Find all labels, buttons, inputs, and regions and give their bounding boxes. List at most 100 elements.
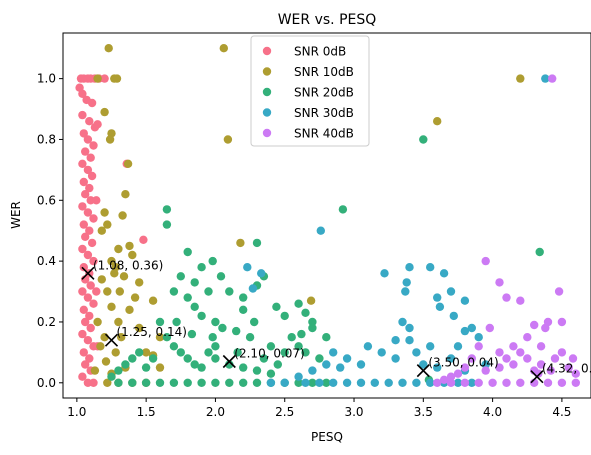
- y-tick-label: 1.0: [37, 72, 56, 86]
- legend-entry: SNR 10dB: [262, 65, 354, 79]
- data-point: [211, 354, 220, 363]
- data-point: [223, 135, 233, 144]
- data-point: [105, 135, 115, 144]
- data-point: [550, 354, 560, 363]
- data-point: [322, 333, 331, 342]
- data-point: [78, 287, 87, 296]
- data-point: [121, 360, 130, 369]
- data-point: [273, 360, 282, 369]
- data-point: [162, 333, 172, 342]
- data-point: [568, 354, 578, 363]
- x-axis-label: PESQ: [311, 430, 343, 444]
- data-point: [211, 317, 220, 327]
- data-point: [89, 141, 98, 150]
- data-point: [79, 348, 89, 357]
- data-point: [405, 263, 414, 272]
- data-point: [243, 263, 252, 272]
- x-tick-label: 4.5: [552, 405, 571, 419]
- data-point: [315, 378, 324, 387]
- data-point: [118, 211, 127, 220]
- data-point: [453, 369, 463, 378]
- legend-label: SNR 0dB: [294, 45, 346, 59]
- markers-layer: (1.08, 0.36) (1.25, 0.14) (2.10, 0.07) (3.5…: [81, 258, 591, 384]
- data-point: [135, 278, 144, 287]
- data-point: [197, 378, 206, 387]
- data-point: [266, 342, 276, 351]
- data-point: [103, 378, 112, 387]
- data-point: [402, 278, 411, 287]
- data-point: [336, 363, 345, 372]
- data-point: [81, 147, 90, 156]
- data-point: [239, 363, 248, 372]
- legend-entry: SNR 30dB: [262, 106, 354, 120]
- data-point: [516, 74, 525, 83]
- data-point: [176, 272, 185, 281]
- data-point: [204, 287, 213, 296]
- data-point: [236, 238, 245, 248]
- data-point: [329, 378, 338, 387]
- data-point: [141, 378, 151, 387]
- data-point: [384, 378, 393, 387]
- data-point: [225, 287, 234, 296]
- data-point: [301, 378, 310, 387]
- data-point: [446, 378, 456, 387]
- data-point: [467, 354, 476, 363]
- data-point: [83, 250, 93, 260]
- data-point: [190, 302, 199, 311]
- data-point: [101, 357, 111, 366]
- data-point: [272, 302, 281, 311]
- data-point: [155, 378, 165, 387]
- data-point: [87, 98, 97, 108]
- data-point: [169, 378, 179, 387]
- data-point: [380, 269, 389, 278]
- data-point: [89, 256, 98, 266]
- marker-label: (1.25, 0.14): [117, 325, 187, 339]
- data-point: [83, 135, 93, 144]
- data-point: [316, 226, 325, 235]
- data-point: [280, 348, 289, 357]
- data-point: [78, 202, 87, 211]
- data-point: [233, 348, 242, 357]
- x-tick-label: 2.5: [275, 405, 294, 419]
- marker-3: (2.10, 0.07): [222, 347, 305, 369]
- data-point: [301, 348, 310, 357]
- data-point: [197, 363, 206, 372]
- data-point: [78, 159, 87, 168]
- marker-cross-line: [81, 266, 95, 280]
- data-point: [363, 342, 373, 351]
- data-point: [481, 360, 490, 369]
- data-point: [294, 342, 303, 351]
- data-point: [96, 342, 105, 351]
- data-point: [460, 326, 470, 336]
- data-point: [107, 372, 116, 381]
- data-point: [516, 348, 525, 357]
- data-point: [239, 293, 248, 302]
- data-point: [301, 308, 310, 317]
- data-point: [89, 299, 98, 308]
- data-point: [554, 287, 564, 296]
- data-point: [100, 107, 109, 117]
- data-point: [294, 372, 303, 381]
- legend-swatch: [262, 87, 272, 97]
- data-point: [83, 336, 93, 345]
- data-point: [114, 366, 123, 375]
- data-point: [453, 342, 463, 351]
- data-point: [176, 348, 185, 357]
- y-tick-label: 0.8: [37, 132, 56, 146]
- data-point: [197, 263, 206, 272]
- data-point: [405, 336, 414, 345]
- data-point: [548, 74, 557, 83]
- data-point: [474, 342, 483, 351]
- data-point: [433, 363, 442, 372]
- data-point: [280, 311, 289, 321]
- data-point: [100, 74, 109, 83]
- data-point: [426, 263, 435, 272]
- data-point: [439, 375, 449, 384]
- data-point: [162, 220, 172, 229]
- data-point: [232, 326, 241, 336]
- data-point: [398, 317, 407, 327]
- data-point: [306, 296, 316, 305]
- data-point: [78, 372, 87, 381]
- data-point: [446, 372, 456, 381]
- data-point: [100, 208, 109, 217]
